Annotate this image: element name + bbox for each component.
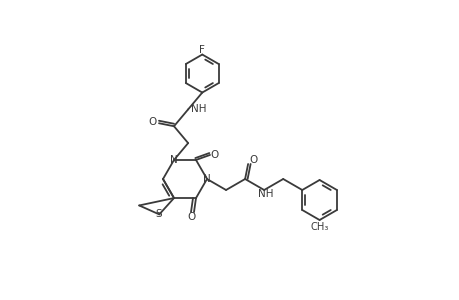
Text: NH: NH [191,104,206,114]
Text: F: F [199,44,205,55]
Text: N: N [170,155,178,165]
Text: S: S [155,209,161,219]
Text: O: O [210,150,218,160]
Text: O: O [149,117,157,127]
Text: O: O [187,212,196,222]
Text: N: N [203,174,210,184]
Text: O: O [248,155,257,165]
Text: NH: NH [258,189,273,199]
Text: CH₃: CH₃ [310,222,328,232]
